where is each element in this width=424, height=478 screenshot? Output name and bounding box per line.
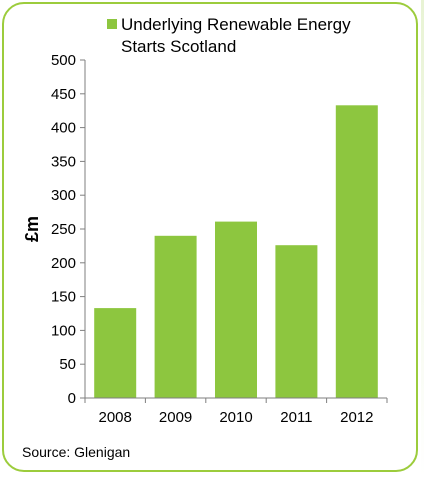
bar-2011 [275,245,318,398]
x-tick-label-2008: 2008 [99,409,132,426]
y-tick-label-200: 200 [51,255,76,272]
y-tick-label-100: 100 [51,322,76,339]
x-tick-label-2012: 2012 [340,409,373,426]
y-tick-label-50: 50 [59,356,76,373]
y-tick-label-300: 300 [51,187,76,204]
x-tick-labels: 2008 2009 2010 2011 2012 [99,409,374,426]
y-tick-label-150: 150 [51,289,76,306]
y-tick-label-0: 0 [68,390,76,407]
legend-swatch [107,19,117,29]
y-tick-label-350: 350 [51,153,76,170]
y-tick-labels: 0 50 100 150 200 250 300 350 400 450 500 [51,52,76,407]
axes-group [80,59,388,403]
y-tick-label-500: 500 [51,52,76,69]
bars-group [94,105,378,399]
bar-2012 [335,105,378,399]
source-note: Source: Glenigan [22,444,131,460]
y-tick-label-450: 450 [51,86,76,103]
bar-2008 [94,308,137,398]
bar-2010 [215,221,257,398]
x-tick-label-2010: 2010 [219,409,252,426]
y-axis-title: £m [22,216,42,242]
legend-label-line-2: Starts Scotland [121,37,236,56]
y-tick-label-250: 250 [51,221,76,238]
x-tick-label-2009: 2009 [159,409,192,426]
legend-label-line-1: Underlying Renewable Energy [121,15,351,34]
bar-2009 [154,235,197,398]
x-tick-label-2011: 2011 [280,409,312,426]
frame-shadow [421,0,424,478]
y-tick-label-400: 400 [51,120,76,137]
